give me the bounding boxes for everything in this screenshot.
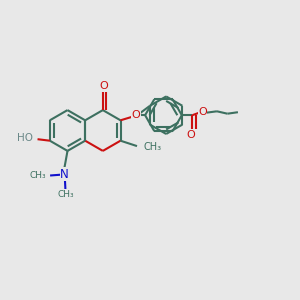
Text: O: O <box>99 80 108 91</box>
Text: HO: HO <box>17 133 33 143</box>
Text: CH₃: CH₃ <box>57 190 74 199</box>
Text: O: O <box>198 107 207 117</box>
Text: O: O <box>132 110 140 120</box>
Text: CH₃: CH₃ <box>144 142 162 152</box>
Text: O: O <box>186 130 195 140</box>
Text: N: N <box>60 167 69 181</box>
Text: CH₃: CH₃ <box>30 171 46 180</box>
